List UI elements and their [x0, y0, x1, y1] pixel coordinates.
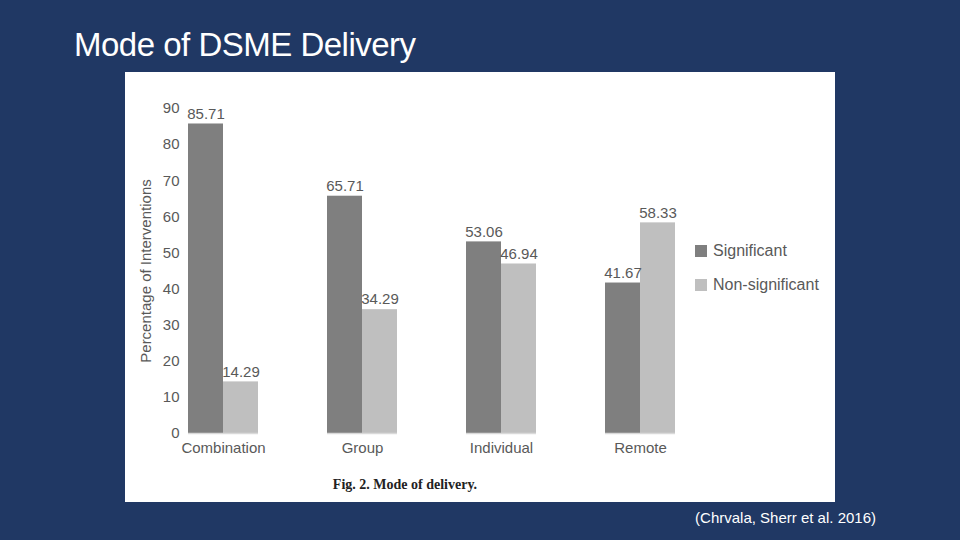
svg-text:85.71: 85.71 [187, 105, 225, 122]
html-text:Fig. 2. Mode of delivery.: Fig. 2. Mode of delivery. [332, 477, 478, 492]
html-text:Non-significant: Non-significant [713, 276, 819, 293]
svg-text:Percentage of Interventions: Percentage of Interventions [137, 179, 154, 362]
svg-text:0: 0 [171, 424, 179, 441]
svg-text:46.94: 46.94 [500, 245, 538, 262]
html-text:(Chrvala, Sherr et al. 2016): (Chrvala, Sherr et al. 2016) [695, 509, 876, 526]
svg-text:Combination: Combination [181, 439, 265, 456]
svg-text:34.29: 34.29 [361, 290, 399, 307]
html-text:Significant: Significant [713, 242, 787, 259]
svg-text:58.33: 58.33 [639, 204, 677, 221]
svg-text:30: 30 [163, 316, 180, 333]
html-text:Mode of DSME Delivery: Mode of DSME Delivery [74, 26, 416, 63]
svg-text:80: 80 [163, 135, 180, 152]
svg-text:20: 20 [163, 352, 180, 369]
svg-text:65.71: 65.71 [326, 177, 364, 194]
svg-text:70: 70 [163, 172, 180, 189]
svg-text:41.67: 41.67 [604, 264, 642, 281]
svg-text:90: 90 [163, 99, 180, 116]
svg-text:Individual: Individual [470, 439, 533, 456]
svg-text:53.06: 53.06 [465, 223, 503, 240]
svg-text:40: 40 [163, 280, 180, 297]
svg-text:14.29: 14.29 [222, 363, 260, 380]
svg-text:50: 50 [163, 244, 180, 261]
svg-text:10: 10 [163, 388, 180, 405]
svg-text:Group: Group [342, 439, 384, 456]
svg-text:Remote: Remote [614, 439, 667, 456]
svg-text:60: 60 [163, 208, 180, 225]
